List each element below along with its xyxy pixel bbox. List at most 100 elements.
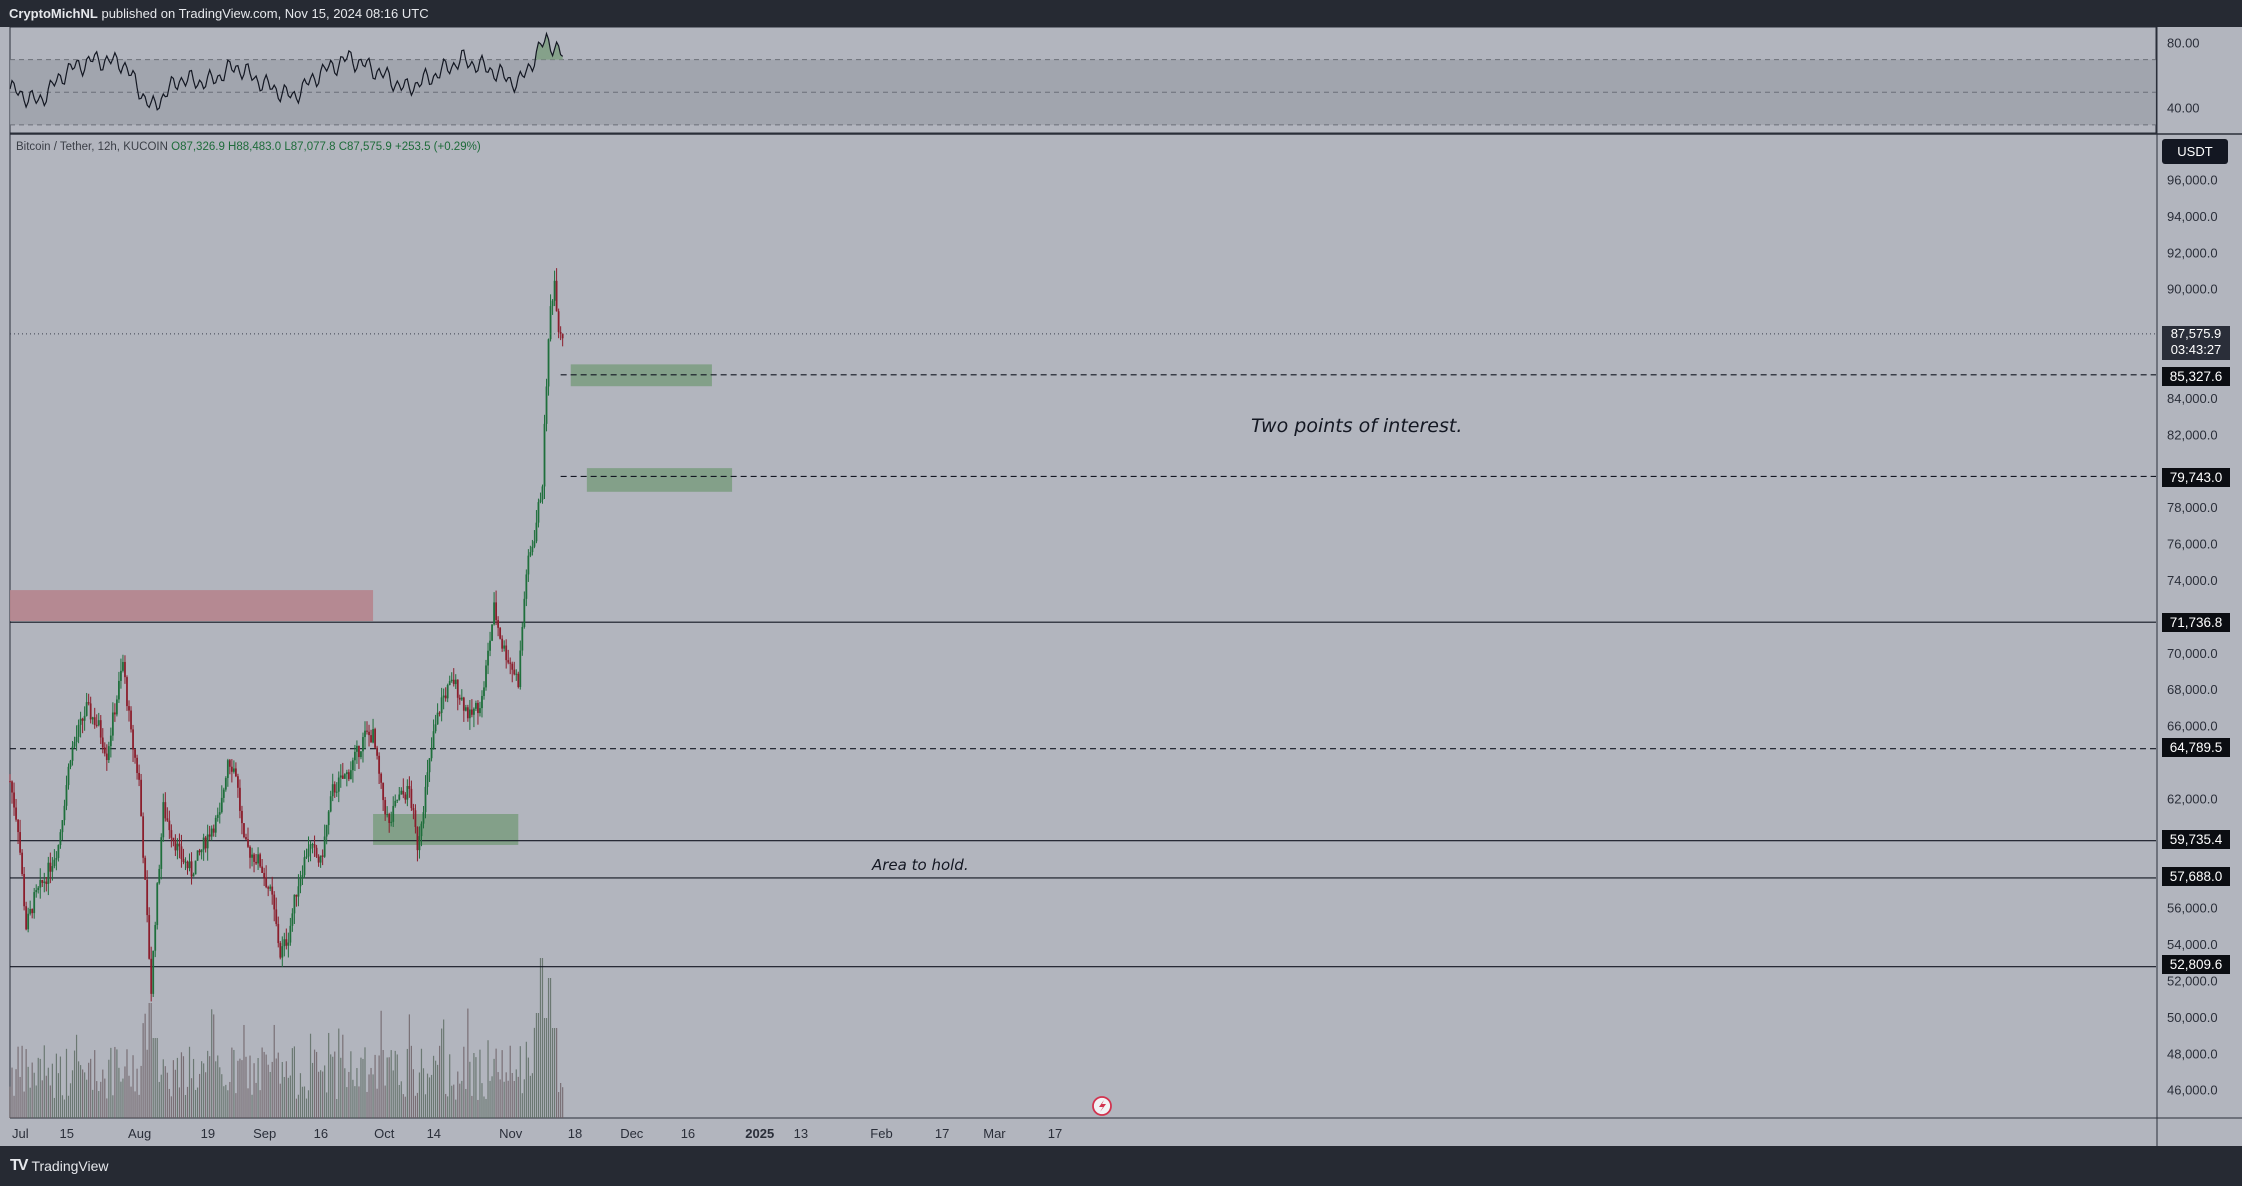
candle-body — [450, 679, 453, 682]
currency-button[interactable]: USDT — [2162, 139, 2228, 164]
candle-body — [210, 828, 213, 837]
candle-body — [265, 877, 268, 888]
candle-body — [370, 735, 372, 743]
candle-body — [23, 873, 26, 907]
author-name[interactable]: CryptoMichNL — [9, 6, 98, 21]
candle-body — [140, 779, 143, 817]
candle-body — [325, 825, 328, 837]
candle-body — [71, 746, 74, 761]
candle-body — [285, 939, 288, 946]
candle-body — [65, 785, 68, 806]
candle-body — [184, 861, 187, 863]
candle-body — [489, 640, 491, 651]
publisher-bar: CryptoMichNL published on TradingView.co… — [0, 0, 2242, 27]
candle-body — [176, 843, 179, 851]
candle-body — [241, 810, 243, 824]
candle-body — [400, 790, 403, 795]
time-tick-label: 14 — [427, 1126, 441, 1141]
level-label-57688: 57,688.0 — [2162, 867, 2230, 886]
rsi-line — [9, 31, 564, 111]
candle-body — [239, 787, 241, 811]
candle-body — [152, 950, 155, 994]
candle-body — [535, 522, 538, 542]
candle-body — [57, 845, 60, 858]
candle-body — [390, 821, 393, 823]
time-tick-label: Oct — [374, 1126, 395, 1141]
annotation-points-of-interest: Two points of interest. — [1251, 415, 1463, 437]
lightning-icon — [1099, 1100, 1106, 1112]
candle-body — [99, 720, 102, 738]
tradingview-brand[interactable]: TV TradingView — [10, 1157, 109, 1175]
candle-body — [126, 677, 128, 707]
time-tick-label: 19 — [201, 1126, 215, 1141]
candle-body — [414, 810, 417, 827]
candle-body — [273, 894, 276, 910]
candle-body — [251, 854, 253, 858]
price-tick-label: 50,000.0 — [2167, 1010, 2218, 1025]
candle-body — [452, 679, 455, 685]
candle-body — [341, 775, 344, 779]
published-text: published on TradingView.com, Nov 15, 20… — [101, 6, 429, 21]
candle-body — [333, 784, 336, 793]
candle-body — [547, 339, 550, 387]
price-tick-label: 70,000.0 — [2167, 646, 2218, 661]
candle-body — [426, 772, 429, 787]
level-label-79743: 79,743.0 — [2162, 468, 2230, 487]
candle-body — [103, 747, 106, 754]
price-tick-label: 48,000.0 — [2167, 1046, 2218, 1061]
time-tick-label: Nov — [499, 1126, 523, 1141]
candle-body — [380, 773, 383, 783]
legend-symbol[interactable]: Bitcoin / Tether, 12h, KUCOIN — [16, 141, 168, 153]
candle-body — [402, 790, 405, 795]
candle-body — [418, 836, 421, 851]
candle-body — [232, 768, 235, 772]
candle-body — [218, 812, 221, 815]
candle-body — [299, 878, 302, 887]
candle-body — [271, 886, 274, 895]
current-price-value: 87,575.9 — [2170, 326, 2222, 341]
candle-body — [364, 730, 366, 738]
candle-body — [186, 861, 189, 869]
candle-body — [109, 735, 112, 747]
tradingview-logo-icon: TV — [10, 1157, 29, 1174]
candle-body — [305, 856, 308, 858]
candle-body — [551, 300, 554, 307]
candle-body — [17, 819, 19, 833]
candle-body — [416, 826, 419, 851]
price-tick-label: 90,000.0 — [2167, 282, 2218, 297]
candle-body — [204, 837, 207, 849]
candle-body — [128, 706, 130, 711]
candle-body — [462, 697, 465, 711]
candle-body — [146, 879, 149, 916]
candle-body — [226, 760, 229, 779]
time-tick-label: 17 — [1048, 1126, 1062, 1141]
candle-body — [269, 886, 272, 889]
candle-body — [436, 712, 439, 725]
candle-body — [212, 828, 215, 833]
candle-body — [378, 755, 381, 774]
candle-body — [107, 746, 110, 761]
candle-body — [521, 626, 524, 651]
candle-body — [178, 843, 181, 847]
candle-body — [180, 846, 183, 859]
candle-body — [63, 805, 66, 821]
price-tick-label: 84,000.0 — [2167, 391, 2218, 406]
candle-body — [311, 844, 314, 846]
candle-body — [374, 729, 376, 748]
time-tick-label: 15 — [59, 1126, 73, 1141]
candle-body — [73, 742, 76, 747]
candle-body — [33, 892, 36, 914]
candle-body — [247, 839, 249, 847]
candle-body — [93, 717, 96, 725]
chart-svg[interactable]: 96,000.0 94,000.0 92,000.0 90,000.0 84,000.0… — [0, 27, 2242, 1146]
price-tick-label: 68,000.0 — [2167, 682, 2218, 697]
candle-body — [454, 679, 457, 685]
price-tick-label: 78,000.0 — [2167, 500, 2218, 515]
candle-body — [358, 745, 360, 758]
candle-body — [245, 837, 247, 840]
candle-body — [440, 697, 443, 713]
candle-body — [519, 650, 522, 688]
candle-body — [460, 697, 463, 700]
candle-body — [297, 886, 300, 897]
candle-body — [214, 817, 217, 833]
